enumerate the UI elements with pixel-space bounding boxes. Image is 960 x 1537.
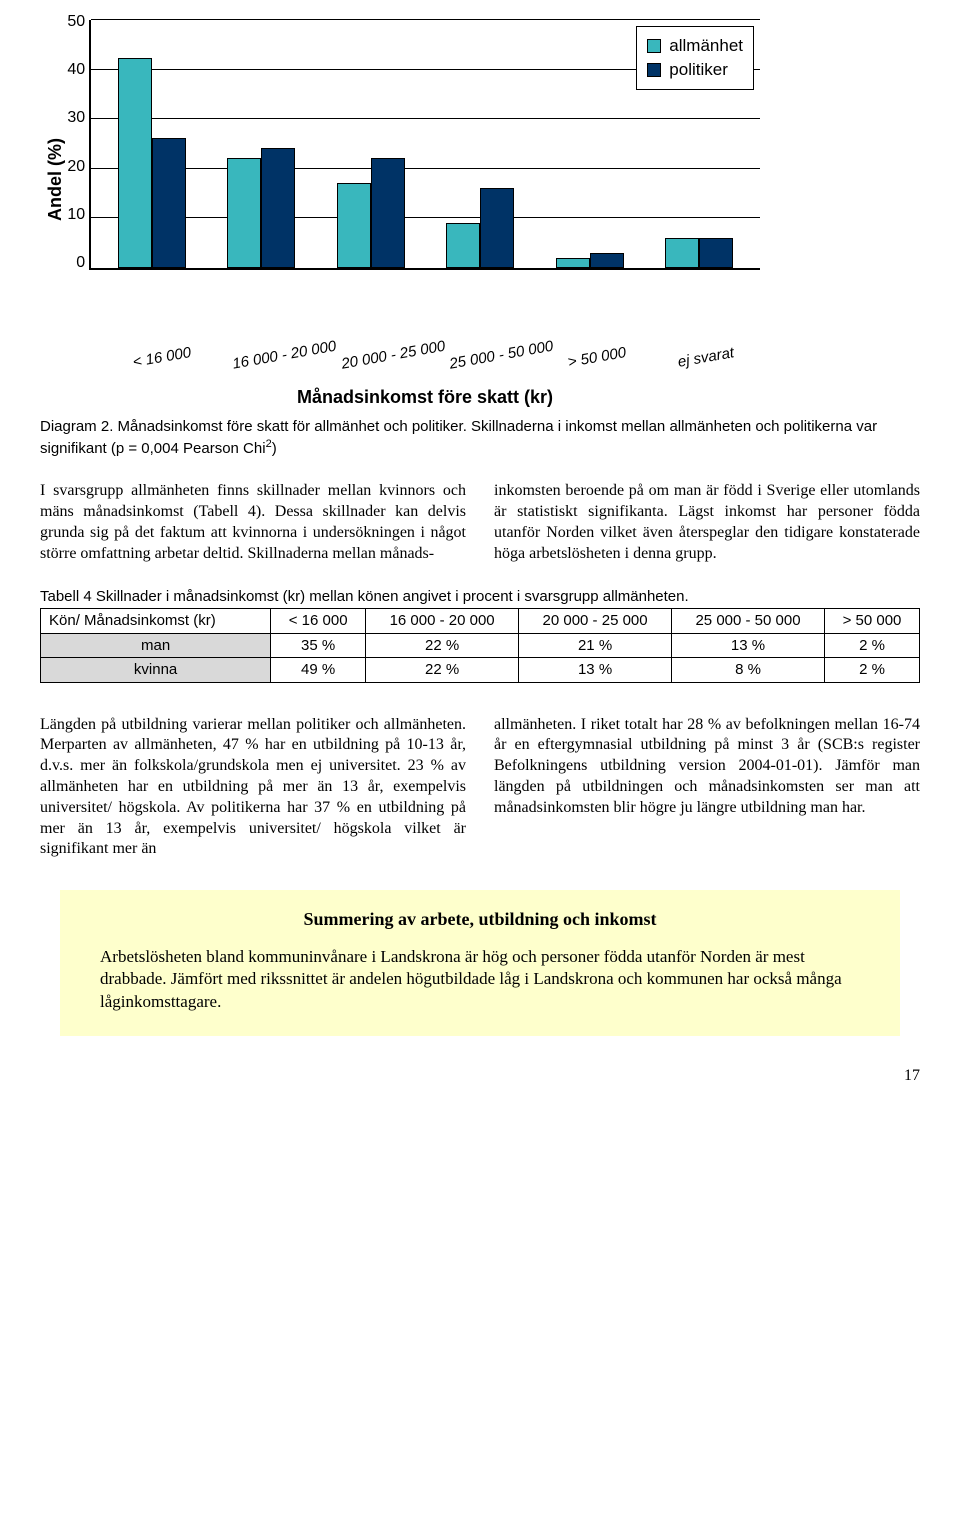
table-cell: 21 % xyxy=(519,633,672,658)
y-tick: 30 xyxy=(67,108,85,129)
x-tick: 25 000 - 50 000 xyxy=(448,341,528,374)
x-tick: > 50 000 xyxy=(557,341,637,374)
x-tick: < 16 000 xyxy=(122,341,202,374)
bar xyxy=(118,58,152,268)
y-tick: 50 xyxy=(67,12,85,33)
table-cell: 13 % xyxy=(672,633,825,658)
paragraph-block-2: Längden på utbildning varierar mellan po… xyxy=(40,715,920,861)
y-tick: 40 xyxy=(67,60,85,81)
table-header-cell: 20 000 - 25 000 xyxy=(519,609,672,634)
legend-swatch xyxy=(647,63,661,77)
bar-group xyxy=(665,238,733,268)
bar xyxy=(337,183,371,268)
legend-swatch xyxy=(647,39,661,53)
bar xyxy=(480,188,514,268)
table-header-cell: Kön/ Månadsinkomst (kr) xyxy=(41,609,271,634)
x-axis-ticks: < 16 00016 000 - 20 00020 000 - 25 00025… xyxy=(40,340,760,368)
para2-right: allmänheten. I riket totalt har 28 % av … xyxy=(494,715,920,861)
table-cell: kvinna xyxy=(41,658,271,683)
x-tick: 16 000 - 20 000 xyxy=(231,341,311,374)
para1-left: I svarsgrupp allmänheten finns skillnade… xyxy=(40,481,466,564)
table4-caption: Tabell 4 Skillnader i månadsinkomst (kr)… xyxy=(40,587,920,607)
y-tick: 20 xyxy=(67,157,85,178)
chart-legend: allmänhetpolitiker xyxy=(636,26,754,90)
para1-right: inkomsten beroende på om man är född i S… xyxy=(494,481,920,564)
income-chart: Andel (%) 50403020100 allmänhetpolitiker… xyxy=(40,20,760,409)
table-cell: 2 % xyxy=(825,658,920,683)
table4: Kön/ Månadsinkomst (kr)< 16 00016 000 - … xyxy=(40,608,920,683)
y-tick: 0 xyxy=(76,253,85,274)
table-cell: 22 % xyxy=(366,633,519,658)
bar xyxy=(699,238,733,268)
y-tick: 10 xyxy=(67,205,85,226)
table-row: man35 %22 %21 %13 %2 % xyxy=(41,633,920,658)
summary-body: Arbetslösheten bland kommuninvånare i La… xyxy=(100,946,860,1015)
table-cell: man xyxy=(41,633,271,658)
bar xyxy=(227,158,261,268)
x-tick: 20 000 - 25 000 xyxy=(340,341,420,374)
bar xyxy=(556,258,590,268)
paragraph-block-1: I svarsgrupp allmänheten finns skillnade… xyxy=(40,481,920,564)
diagram-caption: Diagram 2. Månadsinkomst före skatt för … xyxy=(40,417,920,460)
y-axis-ticks: 50 40 30 20 10 0 xyxy=(67,12,89,274)
legend-item: politiker xyxy=(647,59,743,81)
bar-group xyxy=(227,148,295,268)
para2-left: Längden på utbildning varierar mellan po… xyxy=(40,715,466,861)
bar xyxy=(261,148,295,268)
bar xyxy=(590,253,624,268)
x-tick: ej svarat xyxy=(666,341,746,374)
table-header-cell: 25 000 - 50 000 xyxy=(672,609,825,634)
bar-group xyxy=(556,253,624,268)
y-axis-label: Andel (%) xyxy=(40,20,67,340)
bar xyxy=(152,138,186,268)
table-cell: 2 % xyxy=(825,633,920,658)
bar xyxy=(371,158,405,268)
table-header-cell: > 50 000 xyxy=(825,609,920,634)
bar xyxy=(446,223,480,268)
table-cell: 8 % xyxy=(672,658,825,683)
table-cell: 35 % xyxy=(271,633,366,658)
bar xyxy=(665,238,699,268)
bar-group xyxy=(337,158,405,268)
table-header-cell: < 16 000 xyxy=(271,609,366,634)
table-header-cell: 16 000 - 20 000 xyxy=(366,609,519,634)
summary-title: Summering av arbete, utbildning och inko… xyxy=(100,908,860,931)
table-cell: 13 % xyxy=(519,658,672,683)
legend-label: politiker xyxy=(669,59,728,81)
bar-group xyxy=(446,188,514,268)
table-row: kvinna49 %22 %13 %8 %2 % xyxy=(41,658,920,683)
page-number: 17 xyxy=(40,1066,920,1087)
summary-box: Summering av arbete, utbildning och inko… xyxy=(60,890,900,1036)
legend-item: allmänhet xyxy=(647,35,743,57)
plot-area: allmänhetpolitiker xyxy=(89,20,760,270)
x-axis-label: Månadsinkomst före skatt (kr) xyxy=(40,386,760,409)
bar-group xyxy=(118,58,186,268)
table-cell: 22 % xyxy=(366,658,519,683)
table-cell: 49 % xyxy=(271,658,366,683)
legend-label: allmänhet xyxy=(669,35,743,57)
